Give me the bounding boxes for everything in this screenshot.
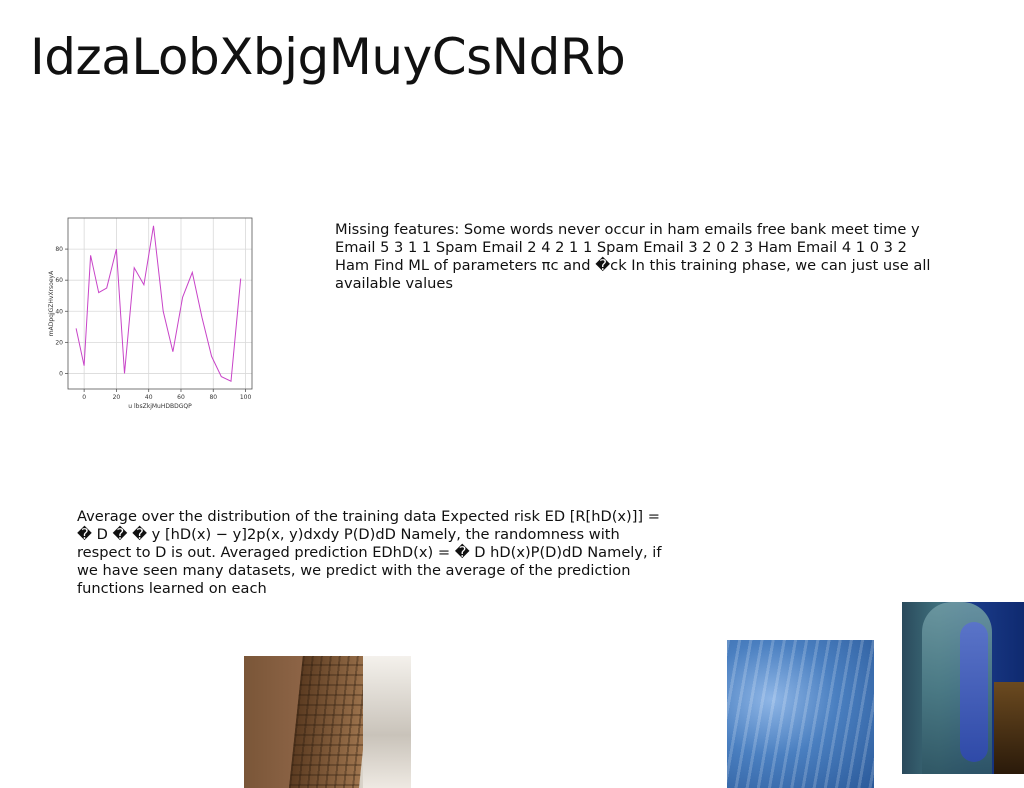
building-sky (363, 656, 411, 788)
x-tick-label: 20 (113, 394, 121, 401)
slide-title: IdzaLobXbjgMuyCsNdRb (30, 28, 626, 86)
y-axis-label: mADpqjGZHvXrsoeyA (48, 270, 55, 336)
line-chart-svg: 0 20 40 60 80 100 0 20 40 60 80 u lbsZkjMuHDBDGQP mA… (48, 217, 253, 410)
y-tick-label: 0 (59, 370, 63, 377)
x-tick-label: 80 (209, 394, 217, 401)
y-tick-label: 20 (55, 339, 63, 346)
y-tick-label: 40 (55, 308, 63, 315)
person-arm (960, 622, 988, 762)
building-facade (288, 656, 374, 788)
plot-area (68, 218, 252, 389)
text-block-expected-risk: Average over the distribution of the tra… (77, 508, 662, 597)
series-line (75, 225, 242, 382)
person-photo (902, 602, 1024, 774)
building-photo (244, 656, 411, 788)
y-tick-label: 60 (55, 277, 63, 284)
x-tick-label: 40 (145, 394, 153, 401)
person-background-object (994, 682, 1024, 774)
water-photo (727, 640, 874, 788)
text-block-missing-features: Missing features: Some words never occur… (335, 221, 931, 292)
y-tick-label: 80 (55, 246, 63, 253)
x-axis-label: u lbsZkjMuHDBDGQP (128, 403, 192, 410)
x-tick-label: 60 (177, 394, 185, 401)
x-tick-label: 100 (240, 394, 252, 401)
line-chart: 0 20 40 60 80 100 0 20 40 60 80 u lbsZkjMuHDBDGQP mA… (44, 212, 262, 412)
x-tick-label: 0 (82, 394, 86, 401)
plot-frame (67, 217, 253, 390)
